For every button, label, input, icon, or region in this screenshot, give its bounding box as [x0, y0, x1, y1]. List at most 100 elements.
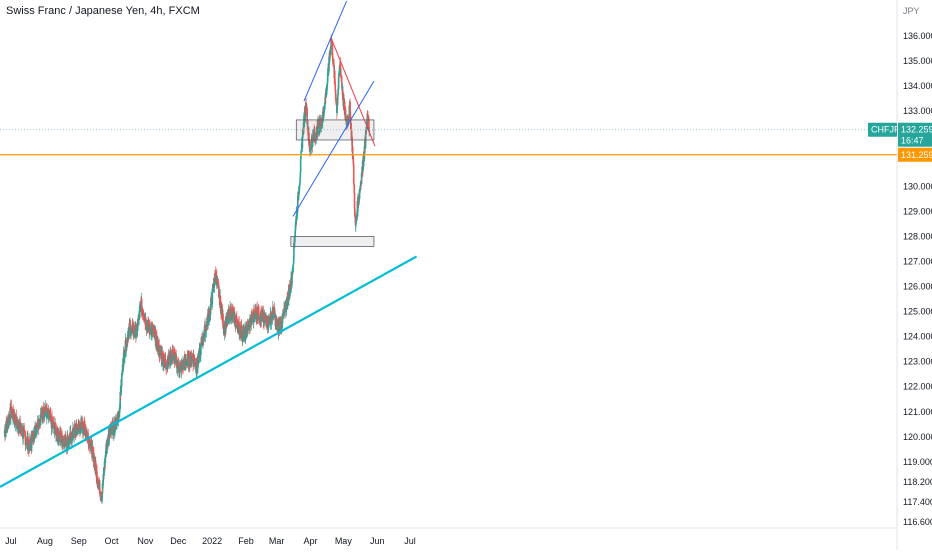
candle-body [96, 471, 98, 483]
candle-body [222, 314, 224, 328]
candle-body [89, 446, 92, 449]
y-tick-label: 127.000 [903, 256, 932, 266]
candle-body [81, 422, 84, 430]
candle-body [49, 413, 52, 419]
y-tick-label: 125.000 [903, 307, 932, 317]
candle [194, 358, 196, 367]
candle-body [368, 129, 371, 132]
candle-body [295, 214, 298, 221]
candle-body [350, 123, 352, 128]
candle-body [93, 453, 95, 467]
candle-body [127, 330, 130, 340]
x-tick-label: Aug [37, 536, 53, 546]
channel-lower-line [292, 80, 375, 217]
y-tick-label: 122.000 [903, 382, 932, 392]
y-tick-label: 130.000 [903, 181, 932, 191]
candle-body [355, 217, 357, 225]
level-badge-bg [898, 147, 932, 162]
candle-body [313, 132, 316, 136]
candle-body [326, 73, 329, 82]
x-tick-label: Mar [269, 536, 285, 546]
candle-body [135, 333, 137, 339]
candle-body [12, 408, 15, 417]
x-tick-label: Jul [404, 536, 416, 546]
y-tick-label: 118.200 [903, 477, 932, 487]
candle-body [349, 111, 352, 123]
y-tick-label: 126.000 [903, 282, 932, 292]
level-price-label: 131.259 [901, 150, 932, 160]
candle-body [300, 155, 302, 160]
candle-body [332, 58, 335, 65]
candle-body [254, 309, 256, 320]
countdown-label: 16:47 [901, 136, 924, 146]
candle-body [167, 365, 169, 369]
candle-body [149, 322, 151, 328]
candle-body [299, 159, 302, 173]
candle-body [120, 392, 122, 396]
symbol-label: CHFJPY [871, 125, 906, 135]
y-tick-label: 128.000 [903, 231, 932, 241]
candle-body [122, 353, 125, 366]
candle-body [84, 423, 86, 427]
long-trendline [0, 255, 418, 488]
candle-body [337, 76, 340, 89]
candle [144, 312, 147, 327]
x-tick-label: Nov [137, 536, 154, 546]
candle-body [125, 347, 128, 352]
candle [311, 129, 314, 148]
candle-body [102, 473, 105, 482]
candle-body [299, 177, 301, 182]
candle-body [254, 319, 256, 322]
candle-body [257, 306, 260, 317]
y-tick-label: 120.000 [903, 432, 932, 442]
price-unit-label: JPY [903, 6, 920, 16]
candle-body [119, 392, 122, 409]
candle-body [51, 416, 53, 423]
candle-body [304, 112, 307, 116]
candle-body [31, 436, 33, 445]
candle-body [104, 455, 107, 463]
candle-body [194, 361, 196, 367]
symbol-badge-bg [868, 122, 897, 137]
candle-body [348, 105, 351, 118]
y-tick-label: 121.000 [903, 407, 932, 417]
y-tick-label: 119.000 [903, 457, 932, 467]
candle-body [101, 494, 103, 502]
candle-body [331, 44, 334, 57]
candle-body [136, 327, 139, 332]
candle-body [103, 467, 105, 476]
candle-body [319, 118, 322, 126]
candle-body [170, 354, 173, 362]
candle-body [320, 122, 323, 128]
y-tick-label: 124.000 [903, 332, 932, 342]
candle-body [153, 328, 155, 332]
candle-body [343, 101, 346, 115]
last-price-label: 132.259 [901, 125, 932, 135]
candle-body [348, 117, 350, 119]
plot-layer [0, 0, 897, 504]
candle-body [53, 421, 55, 425]
candle-body [357, 199, 359, 213]
y-tick-label: 136.000 [903, 31, 932, 41]
descending-resistance-line [330, 38, 376, 147]
candle-body [353, 193, 356, 209]
candle-body [291, 272, 293, 285]
candle-body [298, 186, 301, 189]
candle-body [333, 70, 336, 79]
candle-body [352, 156, 355, 162]
channel-upper-line [303, 0, 348, 102]
candle-body [214, 271, 217, 279]
candle-body [219, 296, 222, 302]
x-tick-label: Apr [304, 536, 318, 546]
x-tick-label: Feb [238, 536, 254, 546]
candle-body [323, 108, 326, 110]
candle-body [336, 104, 339, 107]
candle [222, 310, 224, 328]
support-zone [290, 236, 375, 247]
candle-body [192, 355, 195, 360]
candle-body [299, 181, 301, 187]
candle-body [200, 342, 202, 356]
candle-body [346, 117, 349, 127]
